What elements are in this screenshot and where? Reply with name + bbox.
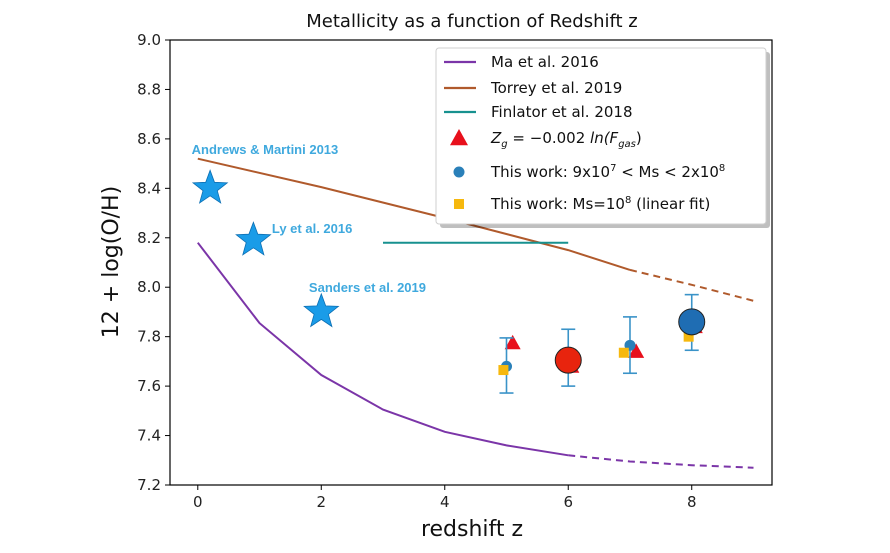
x-tick-label: 4 [440, 493, 450, 511]
legend-entry: This work: Ms=108 (linear fit) [490, 195, 710, 213]
triangle-point [628, 343, 645, 358]
star-annotation: Ly et al. 2016 [272, 221, 352, 236]
y-tick-label: 7.6 [137, 377, 161, 395]
legend-square-swatch [454, 199, 464, 209]
plot-frame [169, 39, 773, 486]
x-axis-title: redshift z [421, 517, 523, 542]
y-axis-title: 12 + log(O/H) [99, 186, 124, 338]
square-point [683, 331, 694, 342]
big-marker [554, 346, 582, 374]
chart-title: Metallicity as a function of Redshift z [306, 11, 637, 32]
y-tick-label: 8.0 [137, 278, 161, 296]
y-tick-label: 9.0 [137, 31, 161, 49]
legend: Ma et al. 2016 Torrey et al. 2019 Finlator… [435, 47, 770, 228]
legend-circle-swatch [453, 166, 465, 178]
star-point [303, 292, 340, 328]
ma-line-solid [197, 242, 569, 457]
legend-triangle-swatch [450, 129, 468, 146]
torrey-line-dashed [629, 268, 754, 302]
x-tick-label: 2 [316, 493, 326, 511]
legend-entry: Finlator et al. 2018 [491, 103, 633, 121]
square-point [618, 347, 629, 358]
y-tick-label: 7.2 [137, 476, 161, 494]
x-tick-label: 6 [563, 493, 573, 511]
y-tick-label: 8.4 [137, 179, 161, 197]
y-tick-label: 8.8 [137, 80, 161, 98]
triangle-point [504, 334, 521, 350]
legend-box [435, 47, 767, 225]
y-tick-label: 7.4 [137, 427, 161, 445]
x-tick-label: 8 [687, 493, 697, 511]
legend-entry: Torrey et al. 2019 [490, 79, 622, 97]
y-tick-label: 8.2 [137, 229, 161, 247]
legend-entry: Zg = −0.002 ln(Fgas) [490, 129, 642, 150]
star-point [191, 169, 229, 204]
legend-entry: Ma et al. 2016 [491, 53, 599, 71]
y-tick-label: 8.6 [137, 130, 161, 148]
square-point [498, 365, 509, 376]
star-annotation: Andrews & Martini 2013 [192, 142, 339, 157]
big-marker [678, 308, 706, 336]
star-annotation: Sanders et al. 2019 [309, 280, 426, 295]
plot-area: 0 2 4 6 8 7.2 7.4 7.6 7.8 8.0 8.2 8.4 8.6 8.8 9.0 Andre… [137, 31, 773, 511]
y-tick-label: 7.8 [137, 328, 161, 346]
ma-line-dashed [568, 454, 754, 469]
star-point [235, 221, 272, 256]
x-tick-label: 0 [193, 493, 203, 511]
legend-entry: This work: 9x107 < Ms < 2x108 [490, 163, 725, 181]
